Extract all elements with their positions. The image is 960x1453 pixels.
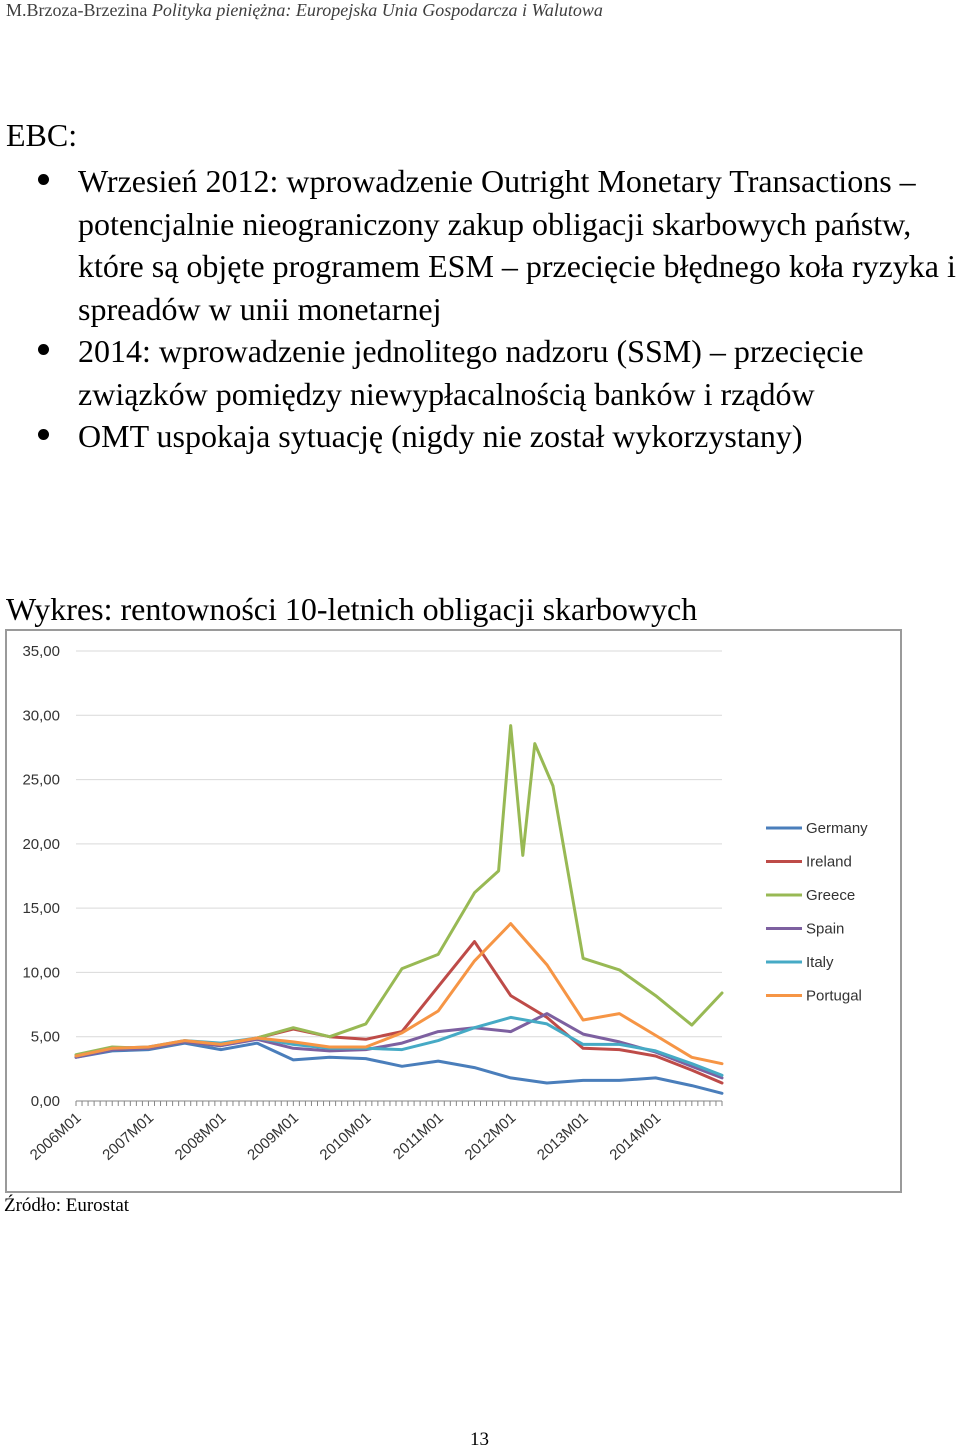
legend-label: Greece bbox=[806, 887, 855, 904]
chart-border bbox=[5, 629, 902, 1193]
page-number: 13 bbox=[470, 1429, 489, 1450]
y-tick-label: 0,00 bbox=[31, 1093, 60, 1110]
legend-label: Italy bbox=[806, 954, 834, 971]
y-tick-label: 35,00 bbox=[22, 643, 60, 660]
legend-label: Spain bbox=[806, 921, 844, 938]
legend-label: Germany bbox=[806, 820, 868, 837]
series-line-portugal bbox=[74, 922, 724, 1066]
bullet-icon bbox=[38, 344, 49, 355]
bullet-icon bbox=[38, 429, 49, 440]
bullet-text: Wrzesień 2012: wprowadzenie Outright Mon… bbox=[78, 163, 956, 327]
y-tick-label: 10,00 bbox=[22, 964, 60, 981]
chart-caption: Wykres: rentowności 10-letnich obligacji… bbox=[6, 591, 698, 627]
bullet-item: Wrzesień 2012: wprowadzenie Outright Mon… bbox=[32, 160, 960, 330]
y-tick-label: 5,00 bbox=[31, 1029, 60, 1046]
y-tick-label: 20,00 bbox=[22, 836, 60, 853]
section-heading: EBC: bbox=[6, 117, 78, 153]
header-title: Polityka pieniężna: Europejska Unia Gosp… bbox=[151, 0, 603, 20]
bullet-list: Wrzesień 2012: wprowadzenie Outright Mon… bbox=[32, 160, 960, 458]
bullet-item: OMT uspokaja sytuację (nigdy nie został … bbox=[32, 415, 960, 458]
legend-label: Ireland bbox=[806, 854, 852, 871]
y-tick-label: 15,00 bbox=[22, 900, 60, 917]
y-tick-label: 30,00 bbox=[22, 707, 60, 724]
y-tick-label: 25,00 bbox=[22, 772, 60, 789]
bullet-text: OMT uspokaja sytuację (nigdy nie został … bbox=[78, 418, 803, 454]
bullet-item: 2014: wprowadzenie jednolitego nadzoru (… bbox=[32, 330, 960, 415]
page-header: M.Brzoza-Brzezina Polityka pieniężna: Eu… bbox=[6, 0, 603, 21]
bullet-icon bbox=[38, 174, 49, 185]
bullet-text: 2014: wprowadzenie jednolitego nadzoru (… bbox=[78, 333, 864, 412]
header-author: M.Brzoza-Brzezina bbox=[6, 0, 152, 20]
legend-label: Portugal bbox=[806, 988, 862, 1005]
source-note: Źródło: Eurostat bbox=[4, 1195, 130, 1216]
